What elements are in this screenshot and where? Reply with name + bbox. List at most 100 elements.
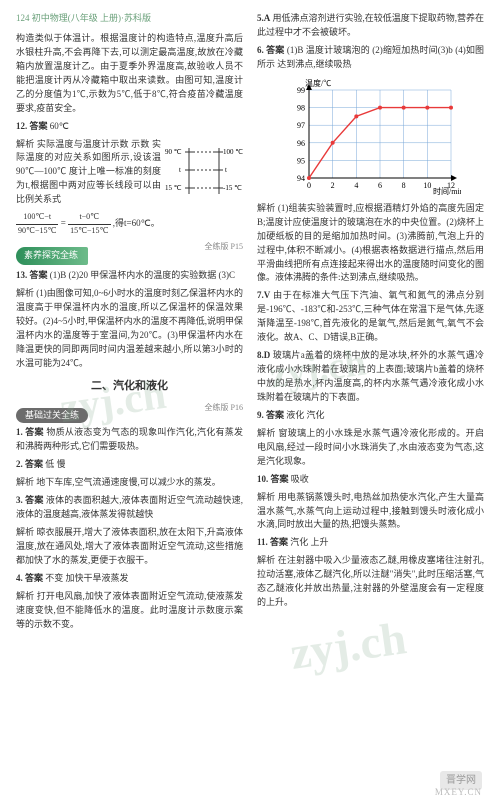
page-header: 124 初中物理(八年级 上册)·苏科版 [16,12,243,26]
svg-text:-15 ℃: -15 ℃ [223,184,242,192]
q12-analysis-block: 90 ℃ 100 ℃ t t 15 ℃ -15 ℃ 解析 实际温度与温度计示数 … [16,138,243,208]
q6-ans-label: 答案 [266,45,284,55]
svg-text:97: 97 [297,121,305,130]
q13-ans: (1)B (2)20 甲保温杯内水的温度的实验数据 (3)C [50,270,235,280]
q5-text: 用低沸点溶剂进行实验,在较低温度下提取药物,营养在此过程中才不会被破坏。 [257,13,484,37]
section-title-2: 二、汽化和液化 [16,378,243,395]
q8-line: 8.D 玻璃片a盖着的烧杯中放的是冰块,杯外的水蒸气遇冷液化成小水珠附着在玻璃片… [257,349,484,405]
q4-ans: 不变 加快干旱液蒸发 [45,573,128,583]
q13-ans-label: 答案 [30,270,48,280]
page-root: 124 初中物理(八年级 上册)·苏科版 构造类似于体温计。根据温度计的构造特点… [0,0,500,648]
q4-line: 4. 答案 不变 加快干旱液蒸发 [16,572,243,586]
frac-1: 100℃−t 90℃−15℃ [16,211,58,237]
svg-text:15 ℃: 15 ℃ [165,184,182,192]
q7-line: 7.V 由于在标准大气压下汽油、氧气和氮气的沸点分别是-196℃、-183℃和-… [257,289,484,345]
q2-analysis: 解析 地下车库,空气流通速度慢,可以减少水的蒸发。 [16,476,243,490]
q6-line: 6. 答案 (1)B 温度计玻璃泡的 (2)缩短加热时间(3)b (4)如图所示… [257,44,484,72]
q12-line: 12. 答案 60℃ [16,120,243,134]
q5-line: 5.A 用低沸点溶剂进行实验,在较低温度下提取药物,营养在此过程中才不会被破坏。 [257,12,484,40]
q8-text: 玻璃片a盖着的烧杯中放的是冰块,杯外的水蒸气遇冷液化成小水珠附着在玻璃片的上表面… [257,350,484,402]
hint-p16: 全练版 P16 [205,402,243,414]
section-pill-2: 基础过关全练 全练版 P16 [16,402,243,427]
q3-line: 3. 答案 液体的表面积越大,液体表面附近空气流动越快速,液体的温度越高,液体蒸… [16,494,243,522]
left-column: 124 初中物理(八年级 上册)·苏科版 构造类似于体温计。根据温度计的构造特点… [16,12,243,636]
q11-analysis: 解析 在注射器中吸入少量液态乙醚,用橡皮塞堵往注射孔,拉动活塞,液体乙醚汽化,所… [257,554,484,610]
q4-analysis: 解析 打开电风扇,加快了液体表面附近空气流动,使液蒸发速度变快,但不能降低水的温… [16,590,243,632]
q3-analysis: 解析 晾衣服展开,增大了液体表面积,放在太阳下,升高液体温度,放在通风处,增大了… [16,526,243,568]
q7-num: 7.V [257,290,270,300]
q8-num: 8.D [257,350,270,360]
q2-ans-label: 答案 [25,459,43,469]
q1-ans-label: 答案 [25,427,44,437]
q7-text: 由于在标准大气压下汽油、氧气和氮气的沸点分别是-196℃、-183℃和-253℃… [257,290,484,342]
q2-num: 2. [16,459,23,469]
q1-num: 1. [16,427,23,437]
svg-text:99: 99 [297,86,305,95]
q11-num: 11. [257,537,268,547]
q1-line: 1. 答案 物质从液态变为气态的现象叫作汽化,汽化有蒸发和沸腾两种形式,它们需要… [16,426,243,454]
svg-text:96: 96 [297,139,305,148]
q5-num: 5.A [257,13,270,23]
q10-analysis: 解析 用电蒸锅蒸馒头时,电热丝加热使水汽化,产生大量高温水蒸气,水蒸气向上运动过… [257,491,484,533]
svg-text:100 ℃: 100 ℃ [223,148,243,156]
q13-num: 13. [16,270,27,280]
svg-text:95: 95 [297,156,305,165]
q6-num: 6. [257,45,264,55]
footer-url: MXEY.CN [435,786,482,800]
q13-analysis: 解析 (1)由图像可知,0~6小时水的温度时刻乙保温杯内水的温度高于甲保温杯内水… [16,287,243,371]
svg-text:4: 4 [354,181,358,190]
q10-ans: 吸收 [291,474,309,484]
svg-text:0: 0 [307,181,311,190]
section-pill-1: 素养探究全练 全练版 P15 [16,241,243,269]
q3-ans-label: 答案 [25,495,43,505]
q10-line: 10. 答案 吸收 [257,473,484,487]
temperature-chart: 949596979899024681012温度/℃时间/min [281,76,461,196]
q4-ans-label: 答案 [25,573,43,583]
svg-text:t: t [225,166,227,174]
q6-analysis: 解析 (1)组装实验装置时,应根据酒精灯外焰的高度先固定B;温度计应使温度计的玻… [257,202,484,286]
pill-jichu: 基础过关全练 [16,408,88,424]
pill-suyang: 素养探究全练 [16,247,88,265]
chart-svg: 949596979899024681012温度/℃时间/min [281,76,461,196]
q10-num: 10. [257,474,268,484]
q11-ans-label: 答案 [270,537,288,547]
q12-fraction-line: 100℃−t 90℃−15℃ = t−0℃ 15℃−15℃ ,得t=60℃。 [16,211,243,237]
q1-ans: 物质从液态变为气态的现象叫作汽化,汽化有蒸发和沸腾两种形式,它们需要吸热。 [16,427,243,451]
left-p1: 构造类似于体温计。根据温度计的构造特点,温度升高后水银柱升高,不会再降下去,可以… [16,32,243,116]
q12-ans-label: 答案 [30,121,48,131]
frac-after: ,得t=60℃。 [113,218,160,228]
q9-ans-label: 答案 [266,410,284,420]
q11-ans: 汽化 上升 [290,537,328,547]
q3-ans: 液体的表面积越大,液体表面附近空气流动越快速,液体的温度越高,液体蒸发得就越快 [16,495,243,519]
hint-p15: 全练版 P15 [205,241,243,253]
svg-text:90 ℃: 90 ℃ [165,148,182,156]
q9-ans: 液化 汽化 [286,410,324,420]
svg-text:8: 8 [401,181,405,190]
q3-num: 3. [16,495,23,505]
frac-2: t−0℃ 15℃−15℃ [68,211,110,237]
q4-num: 4. [16,573,23,583]
thermometer-figure: 90 ℃ 100 ℃ t t 15 ℃ -15 ℃ [165,140,243,204]
q12-num: 12. [16,121,27,131]
q2-line: 2. 答案 低 慢 [16,458,243,472]
svg-text:2: 2 [330,181,334,190]
q10-ans-label: 答案 [271,474,289,484]
q6-ans: (1)B 温度计玻璃泡的 (2)缩短加热时间(3)b (4)如图所示 达到沸点,… [257,45,484,69]
svg-text:6: 6 [378,181,382,190]
q9-analysis: 解析 窗玻璃上的小水珠是水蒸气遇冷液化形成的。开启电风扇,经过一段时间小水珠消失… [257,427,484,469]
right-column: 5.A 用低沸点溶剂进行实验,在较低温度下提取药物,营养在此过程中才不会被破坏。… [257,12,484,636]
q11-line: 11. 答案 汽化 上升 [257,536,484,550]
svg-text:98: 98 [297,103,305,112]
q12-analysis: 解析 实际温度与温度计示数 示数 实际温度的对应关系如图所示,设该温 90℃—1… [16,139,161,205]
q9-line: 9. 答案 液化 汽化 [257,409,484,423]
svg-text:10: 10 [423,181,431,190]
q9-num: 9. [257,410,264,420]
q12-ans: 60℃ [50,121,69,131]
frac-eq: = [61,218,66,228]
q13-line: 13. 答案 (1)B (2)20 甲保温杯内水的温度的实验数据 (3)C [16,269,243,283]
svg-text:温度/℃: 温度/℃ [305,78,331,88]
svg-text:时间/min: 时间/min [433,186,461,196]
svg-text:94: 94 [297,174,305,183]
q2-ans: 低 慢 [45,459,65,469]
svg-text:t: t [179,166,181,174]
